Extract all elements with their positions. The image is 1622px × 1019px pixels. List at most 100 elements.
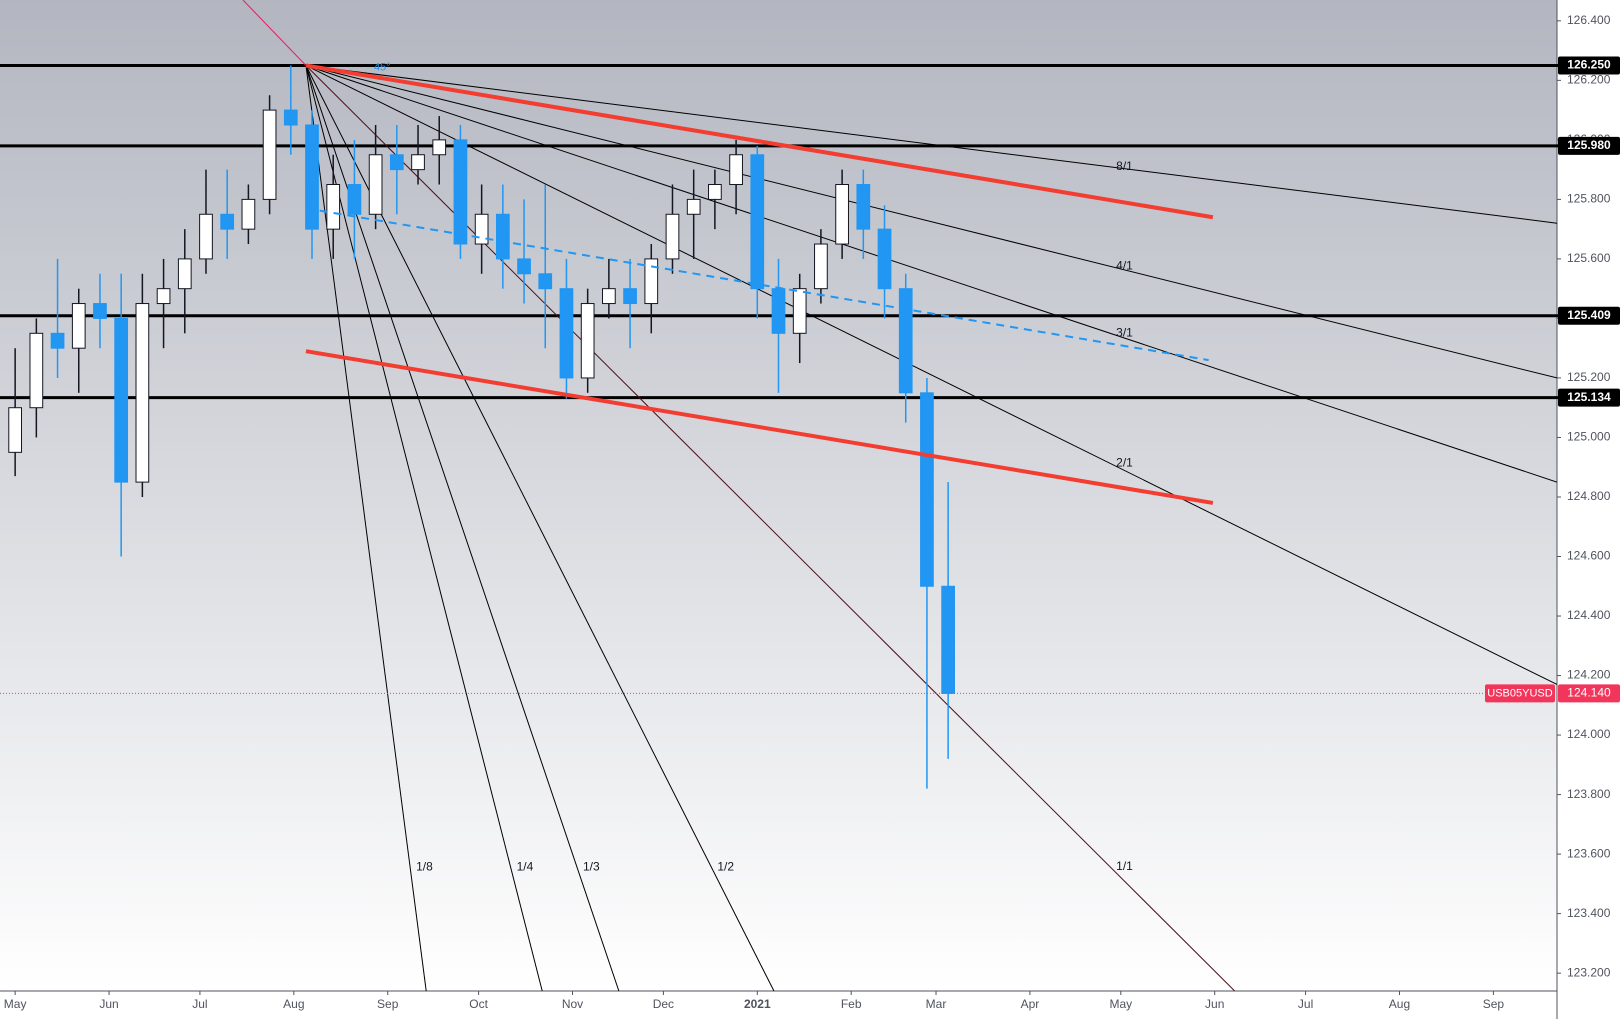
candle-body (326, 184, 341, 230)
symbol-box (1485, 684, 1555, 703)
y-tick-label: 125.800 (1567, 192, 1611, 206)
time-axis (0, 991, 1557, 1019)
angle-label: 45° (374, 61, 391, 73)
candle-body (792, 288, 807, 334)
candle-body (750, 154, 765, 290)
candle-body (898, 288, 913, 394)
candle-body (856, 184, 871, 230)
candle-body (114, 317, 129, 483)
candle-body (920, 392, 934, 587)
last-price-box (1558, 684, 1620, 703)
candle-body (644, 258, 659, 305)
candle-body (389, 154, 404, 171)
candle-body (135, 303, 150, 483)
candle-body (771, 288, 786, 334)
candle-body (729, 154, 743, 186)
level-label: 125.134 (1567, 390, 1611, 404)
fan-label: 8/1 (1116, 159, 1133, 173)
x-tick-label: Sep (1483, 997, 1505, 1011)
candle-body (50, 332, 65, 349)
y-tick-label: 123.400 (1567, 906, 1611, 920)
x-tick-label: Sep (377, 997, 399, 1011)
y-tick-label: 124.000 (1567, 727, 1611, 741)
y-tick-label: 125.200 (1567, 370, 1611, 384)
candle-body (177, 258, 192, 290)
angle-line (242, 0, 307, 66)
plot: 45° 8/1 4/1 3/1 2/1 1/1 1/2 1/3 1/4 1/8 (0, 0, 1557, 991)
x-tick-label: May (4, 997, 27, 1011)
fan-line (305, 64, 1557, 224)
x-tick-label: Mar (926, 997, 947, 1011)
y-tick-label: 123.200 (1567, 965, 1611, 979)
x-tick-label: Feb (841, 997, 862, 1011)
fan-line (305, 64, 1557, 379)
candle-body (305, 124, 319, 230)
trendline (305, 207, 1209, 362)
x-tick-label: Jun (1205, 997, 1224, 1011)
candle-body (623, 288, 637, 305)
candle-body (708, 184, 722, 200)
fan-line (305, 65, 427, 991)
candle-body (538, 273, 553, 290)
level-label-box (1558, 136, 1620, 155)
candle-body (835, 184, 849, 245)
y-tick-label: 124.200 (1567, 668, 1611, 682)
y-tick-label: 124.400 (1567, 608, 1611, 622)
candle-body (368, 154, 383, 215)
candle-body (199, 213, 213, 260)
level-label-box (1558, 306, 1620, 325)
candle-body (432, 139, 447, 156)
y-tick-label: 124.800 (1567, 489, 1611, 503)
y-tick-label: 125.000 (1567, 430, 1611, 444)
candle-body (602, 288, 616, 305)
candle-body (262, 109, 277, 200)
y-tick-label: 126.400 (1567, 13, 1611, 27)
candle-body (517, 258, 531, 275)
x-tick-label: Oct (469, 997, 488, 1011)
fan-line (305, 65, 543, 991)
fan-label: 1/3 (583, 859, 600, 873)
x-tick-label: Apr (1021, 997, 1040, 1011)
candle-body (877, 228, 892, 290)
candle-body (814, 243, 828, 290)
candle-body (71, 303, 86, 349)
y-tick-label: 123.800 (1567, 787, 1611, 801)
candle-body (559, 288, 574, 379)
axes: 123.200 123.400 123.600 123.800 124.000 124.2… (4, 13, 1620, 1011)
x-tick-label: Dec (653, 997, 674, 1011)
y-tick-label: 124.600 (1567, 549, 1611, 563)
fan-line (305, 65, 775, 991)
x-tick-label: 2021 (744, 997, 771, 1011)
fan-label: 4/1 (1116, 259, 1133, 273)
x-tick-label: Aug (283, 997, 304, 1011)
candle-body (241, 198, 256, 230)
x-tick-label: Jun (99, 997, 118, 1011)
y-tick-label: 126.200 (1567, 73, 1611, 87)
candle-body (283, 109, 298, 126)
fan-label: 1/8 (416, 859, 433, 873)
fan-label: 2/1 (1116, 456, 1133, 470)
x-tick-label: May (1109, 997, 1132, 1011)
symbol-label: USB05YUSD (1487, 687, 1552, 699)
y-tick-label: 125.600 (1567, 251, 1611, 265)
candle-body (411, 154, 425, 171)
x-tick-label: Aug (1389, 997, 1410, 1011)
x-tick-label: Jul (1298, 997, 1313, 1011)
candle-body (686, 198, 701, 215)
fan-line (305, 64, 1557, 483)
candle-body (347, 184, 362, 215)
plot-background (0, 0, 1557, 991)
candle-body (8, 407, 23, 453)
x-tick-label: Jul (192, 997, 207, 1011)
last-price-label: 124.140 (1567, 686, 1611, 700)
price-axis (1557, 0, 1622, 1019)
level-label-box (1558, 388, 1620, 407)
x-tick-label: Nov (562, 997, 583, 1011)
fan-line (305, 65, 620, 991)
fan-label: 1/1 (1116, 859, 1133, 873)
trendline (305, 63, 1214, 220)
candle-body (93, 303, 107, 319)
level-label: 125.980 (1567, 138, 1611, 152)
candle-body (941, 585, 955, 694)
